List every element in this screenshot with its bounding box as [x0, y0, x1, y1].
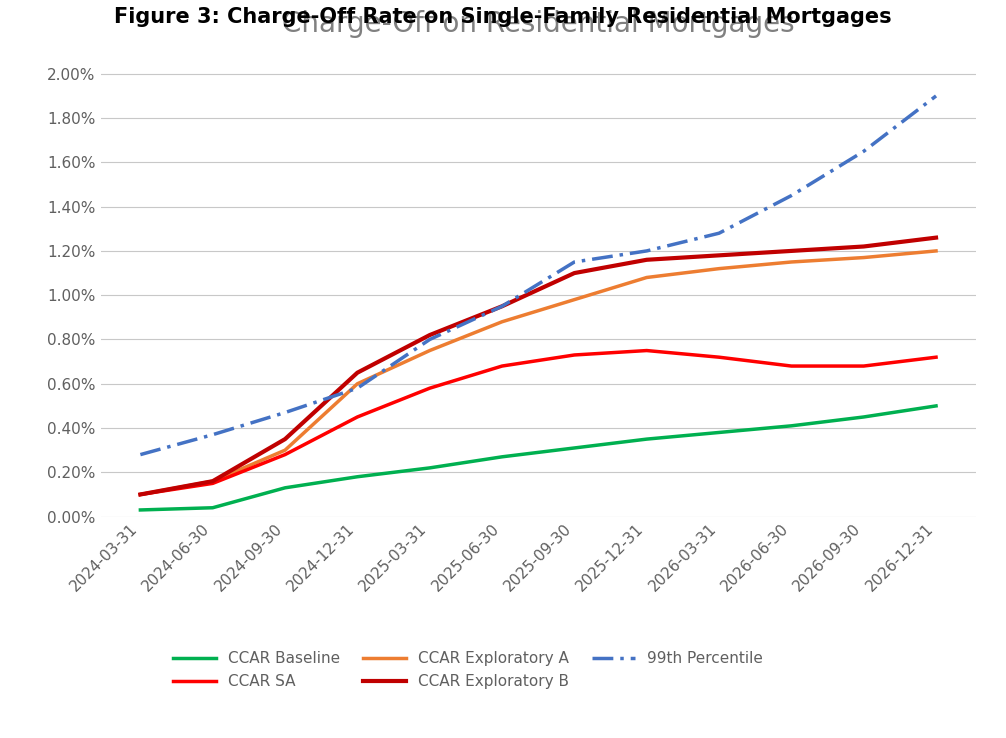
99th Percentile: [568, 258, 580, 266]
CCAR Exploratory A: [713, 264, 725, 273]
Line: 99th Percentile: 99th Percentile: [141, 96, 936, 455]
CCAR Exploratory B: [930, 233, 942, 242]
CCAR Exploratory A: [496, 317, 508, 326]
99th Percentile: [858, 147, 870, 156]
CCAR Exploratory B: [135, 490, 147, 499]
CCAR Baseline: [279, 483, 291, 492]
CCAR Exploratory A: [206, 477, 218, 486]
CCAR Exploratory A: [135, 490, 147, 499]
CCAR SA: [206, 479, 218, 488]
CCAR Exploratory B: [496, 302, 508, 311]
CCAR Exploratory B: [568, 269, 580, 277]
Line: CCAR Exploratory B: CCAR Exploratory B: [141, 238, 936, 494]
99th Percentile: [713, 229, 725, 238]
99th Percentile: [279, 408, 291, 417]
CCAR SA: [641, 346, 653, 355]
CCAR Exploratory A: [858, 253, 870, 262]
99th Percentile: [135, 450, 147, 459]
99th Percentile: [930, 92, 942, 100]
CCAR SA: [930, 353, 942, 362]
CCAR Exploratory A: [641, 273, 653, 282]
CCAR SA: [279, 450, 291, 459]
CCAR SA: [786, 362, 798, 370]
Line: CCAR Baseline: CCAR Baseline: [141, 406, 936, 510]
99th Percentile: [786, 191, 798, 200]
CCAR SA: [351, 413, 363, 421]
CCAR Baseline: [568, 444, 580, 452]
CCAR Baseline: [496, 452, 508, 461]
CCAR Exploratory A: [930, 246, 942, 255]
Title: Charge-Off on Residential Mortgages: Charge-Off on Residential Mortgages: [282, 10, 795, 38]
99th Percentile: [641, 246, 653, 255]
99th Percentile: [206, 430, 218, 439]
Legend: CCAR Baseline, CCAR SA, CCAR Exploratory A, CCAR Exploratory B, 99th Percentile,: CCAR Baseline, CCAR SA, CCAR Exploratory…: [167, 645, 770, 695]
Line: CCAR SA: CCAR SA: [141, 351, 936, 494]
CCAR Exploratory A: [568, 295, 580, 304]
Line: CCAR Exploratory A: CCAR Exploratory A: [141, 251, 936, 494]
CCAR Baseline: [930, 401, 942, 410]
99th Percentile: [351, 384, 363, 393]
CCAR Baseline: [351, 472, 363, 481]
CCAR Baseline: [713, 428, 725, 437]
99th Percentile: [424, 335, 436, 344]
CCAR SA: [713, 353, 725, 362]
Text: Figure 3: Charge-Off Rate on Single-Family Residential Mortgages: Figure 3: Charge-Off Rate on Single-Fami…: [115, 7, 891, 27]
CCAR Exploratory B: [713, 251, 725, 260]
CCAR Exploratory B: [279, 435, 291, 444]
CCAR Exploratory A: [424, 346, 436, 355]
CCAR Exploratory B: [206, 477, 218, 486]
CCAR Baseline: [424, 463, 436, 472]
CCAR SA: [424, 384, 436, 393]
CCAR Exploratory A: [786, 258, 798, 266]
CCAR Baseline: [206, 503, 218, 512]
CCAR Exploratory A: [351, 379, 363, 388]
CCAR Exploratory B: [424, 331, 436, 339]
CCAR SA: [568, 351, 580, 359]
CCAR Exploratory B: [351, 368, 363, 377]
CCAR Exploratory B: [858, 242, 870, 251]
CCAR Baseline: [135, 506, 147, 514]
CCAR Baseline: [641, 435, 653, 444]
CCAR Exploratory A: [279, 446, 291, 455]
99th Percentile: [496, 302, 508, 311]
CCAR SA: [496, 362, 508, 370]
CCAR Baseline: [858, 413, 870, 421]
CCAR SA: [135, 490, 147, 499]
CCAR Exploratory B: [641, 255, 653, 264]
CCAR Baseline: [786, 421, 798, 430]
CCAR SA: [858, 362, 870, 370]
CCAR Exploratory B: [786, 246, 798, 255]
